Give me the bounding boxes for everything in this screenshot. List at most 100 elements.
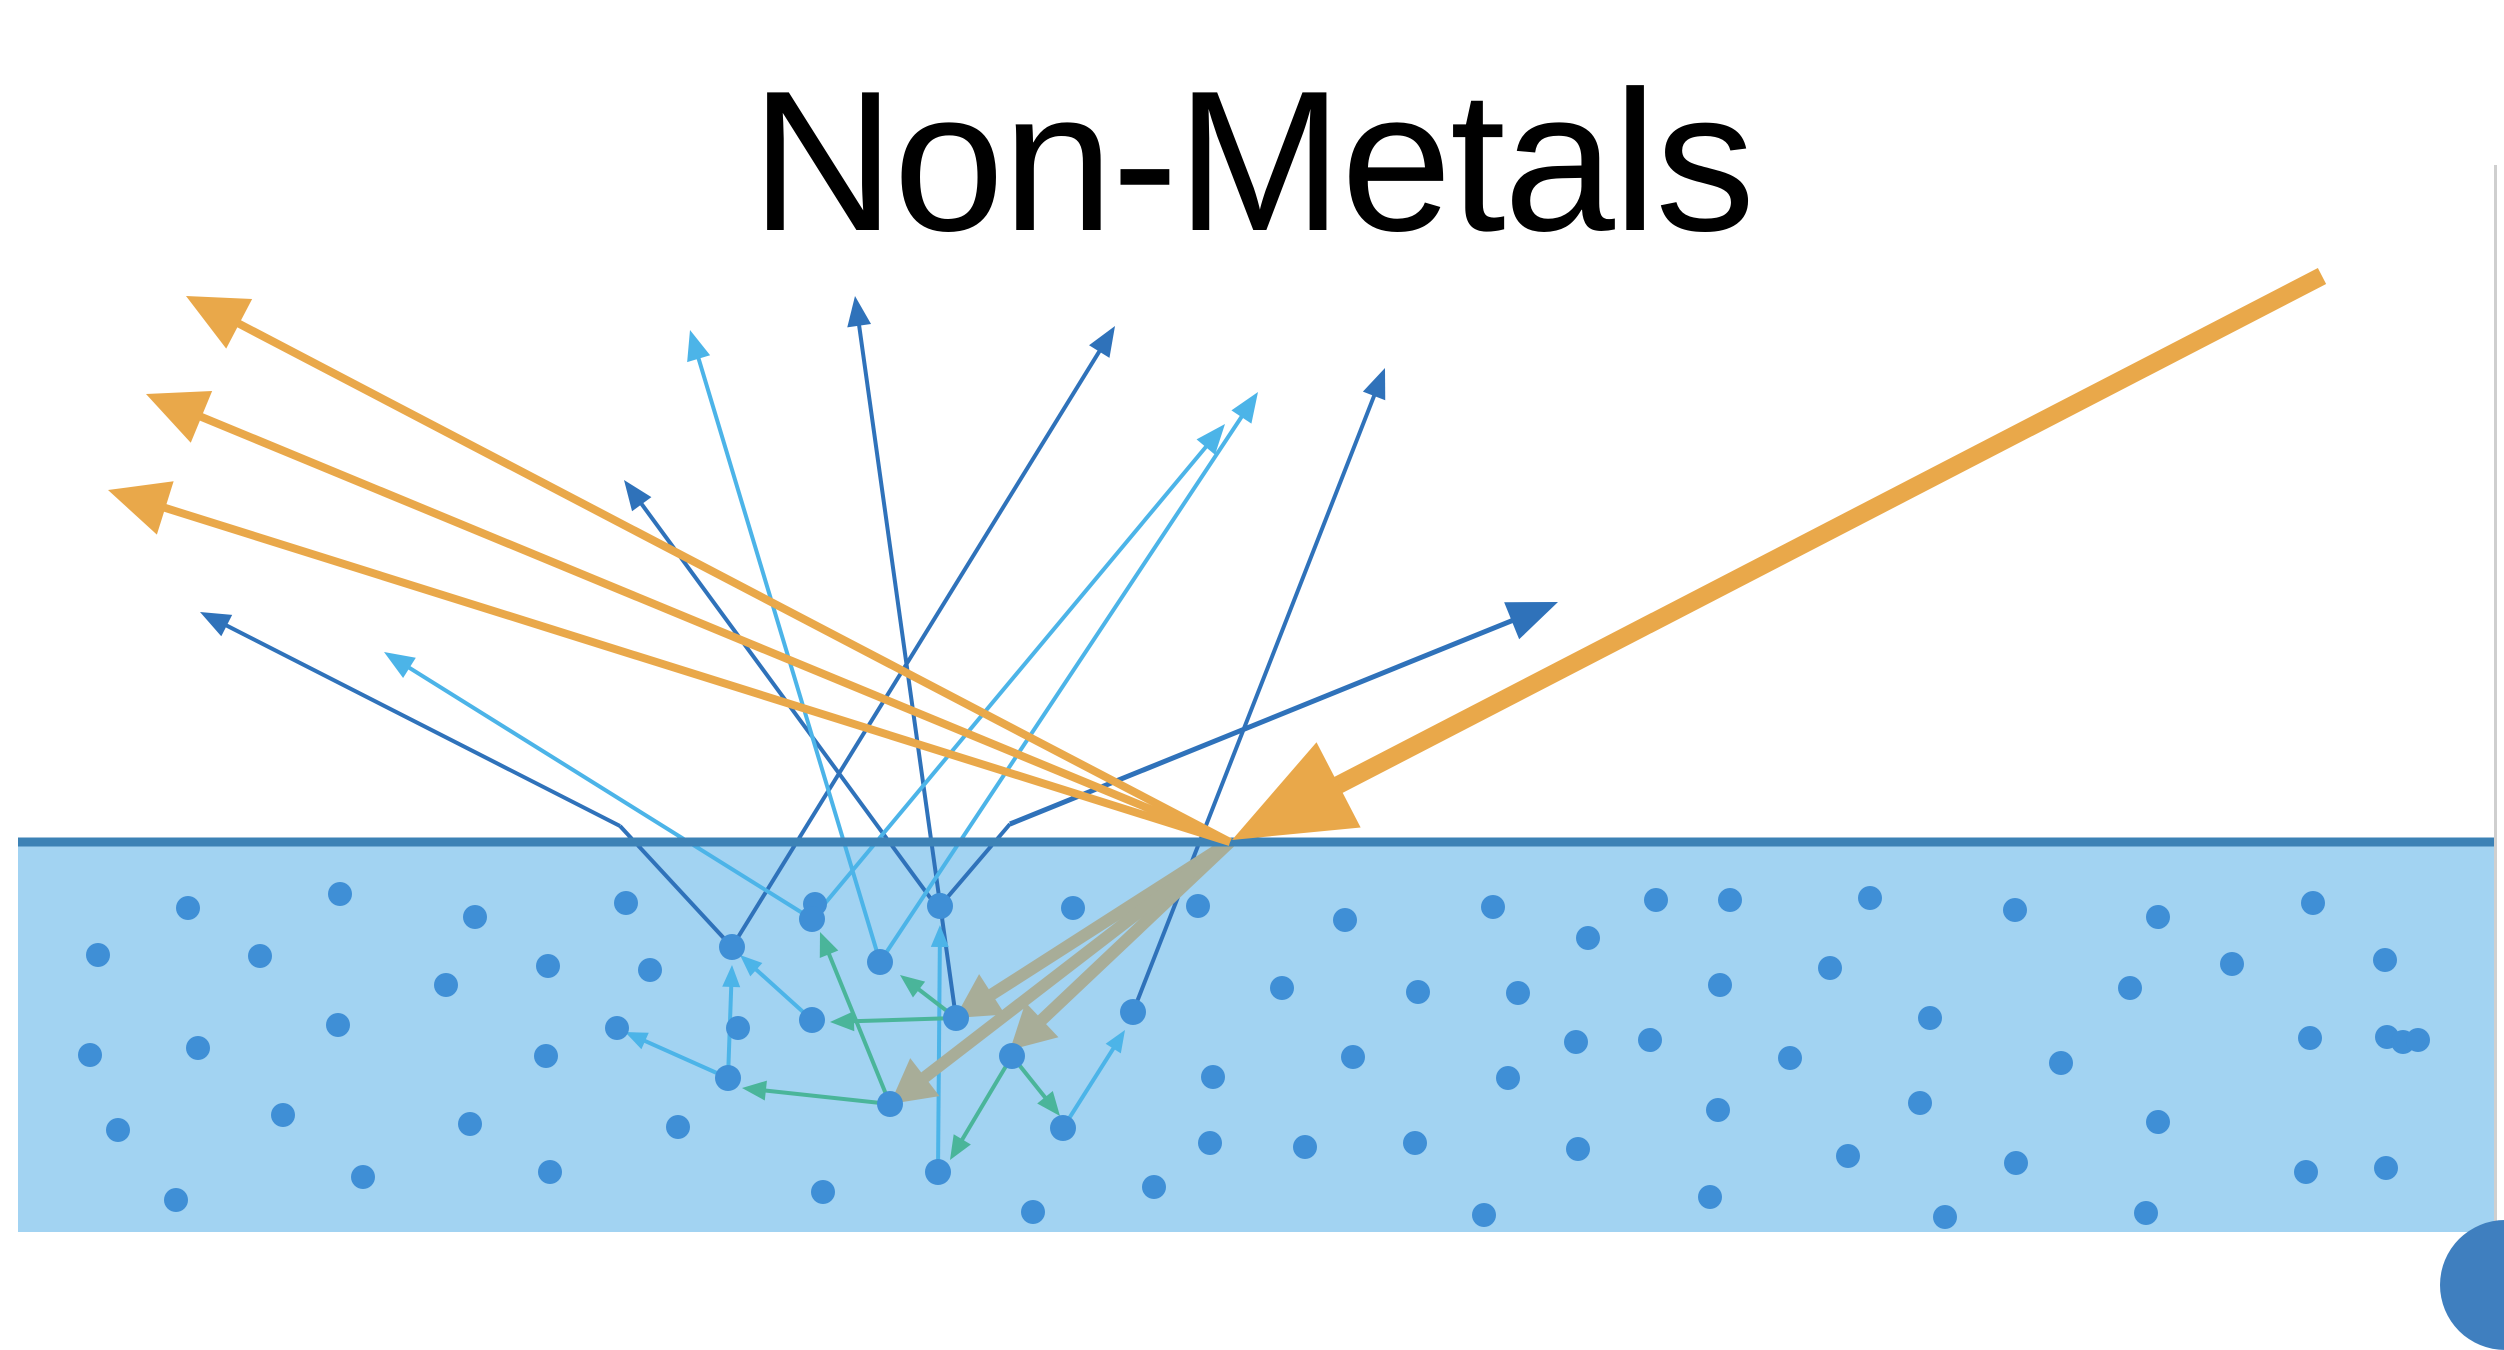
arrow-shaft [638, 501, 947, 920]
particle [538, 1160, 562, 1184]
arrow-shaft [406, 665, 814, 921]
particle [1933, 1205, 1957, 1229]
arrow-icon [687, 330, 711, 363]
particle [2049, 1051, 2073, 1075]
scatter-node [943, 1005, 969, 1031]
particle [1718, 888, 1742, 912]
particle [176, 896, 200, 920]
particle [1706, 1098, 1730, 1122]
particle [2294, 1160, 2318, 1184]
scatter-node [719, 934, 745, 960]
particle [1270, 976, 1294, 1000]
arrow-shaft [730, 348, 1103, 949]
particle [1142, 1175, 1166, 1199]
particle [1576, 926, 1600, 950]
scatter-node [867, 949, 893, 975]
scatter-node [927, 893, 953, 919]
arrow-icon [900, 975, 926, 998]
arrow-icon [1037, 1091, 1060, 1116]
diffuse-ray-steep [1131, 368, 1386, 1013]
arrow-shaft [1332, 268, 2327, 794]
non-metal-medium [18, 842, 2494, 1232]
arrow-shaft [1131, 393, 1377, 1013]
internal-hop [930, 925, 949, 1173]
diffuse-ray-light-left [384, 652, 814, 921]
internal-scatter [742, 1080, 891, 1106]
particle [434, 973, 458, 997]
particle [1496, 1066, 1520, 1090]
scatter-node [999, 1043, 1025, 1069]
arrow-shaft [826, 951, 892, 1105]
particle [1836, 1144, 1860, 1168]
arrow-shaft [959, 1054, 1014, 1143]
arrow-shaft [851, 1016, 957, 1024]
particle [1481, 895, 1505, 919]
arrow-icon [186, 296, 253, 349]
particle [2373, 948, 2397, 972]
refracted-ray [890, 837, 1234, 1104]
particle [1778, 1046, 1802, 1070]
particle [1818, 956, 1842, 980]
particle [1638, 1028, 1662, 1052]
arrow-icon [930, 925, 949, 948]
scatter-node [799, 906, 825, 932]
frame-edge [2494, 165, 2497, 1240]
particle [1186, 894, 1210, 918]
internal-scatter [950, 1054, 1014, 1160]
particle [666, 1115, 690, 1139]
arrow-icon [950, 1134, 971, 1160]
particle [1698, 1185, 1722, 1209]
particle [1293, 1135, 1317, 1159]
diffuse-ray-light-right-b [878, 392, 1258, 964]
arrow-shaft [919, 837, 1234, 1084]
arrow-icon [955, 974, 1005, 1018]
arrow-icon [819, 932, 839, 958]
arrow-icon [1362, 368, 1386, 401]
light-scattering-diagram [18, 268, 2494, 1232]
arrow-icon [1196, 424, 1225, 455]
particle [351, 1165, 375, 1189]
particle [2374, 1156, 2398, 1180]
particle [1908, 1091, 1932, 1115]
particle [2406, 1028, 2430, 1052]
particle [1644, 888, 1668, 912]
particle [2118, 976, 2142, 1000]
arrow-icon [625, 1032, 649, 1050]
arrow-icon [1010, 1002, 1059, 1050]
particle [164, 1188, 188, 1212]
particle [458, 1112, 482, 1136]
particle [2004, 1151, 2028, 1175]
particle [248, 944, 272, 968]
particle [1506, 981, 1530, 1005]
diffuse-ray-cross [624, 480, 947, 920]
scatter-node [877, 1091, 903, 1117]
arrow-icon [890, 1058, 940, 1104]
scatter-node [1050, 1115, 1076, 1141]
particle [2146, 905, 2170, 929]
arrow-shaft [1061, 1045, 1116, 1130]
particle [463, 905, 487, 929]
specular-reflection [108, 481, 1232, 846]
particle [811, 1180, 835, 1204]
particle [1858, 886, 1882, 910]
arrow-icon [1504, 602, 1558, 640]
scatter-node [799, 1007, 825, 1033]
arrow-shaft [235, 319, 1232, 846]
arrow-icon [1089, 326, 1115, 358]
particle [1333, 908, 1357, 932]
particle [86, 943, 110, 967]
particle [1918, 1006, 1942, 1030]
particle [726, 1016, 750, 1040]
diffuse-ray-left [200, 612, 621, 828]
arrow-icon [742, 1080, 767, 1101]
particle [605, 1016, 629, 1040]
arrow-icon [740, 955, 763, 977]
page-title: Non-Metals [750, 50, 1756, 273]
scatter-node [715, 1065, 741, 1091]
specular-reflection [146, 391, 1232, 846]
internal-scatter [830, 1011, 957, 1032]
particle [1341, 1045, 1365, 1069]
arrow-icon [624, 480, 652, 512]
particle [1406, 980, 1430, 1004]
particle [536, 954, 560, 978]
